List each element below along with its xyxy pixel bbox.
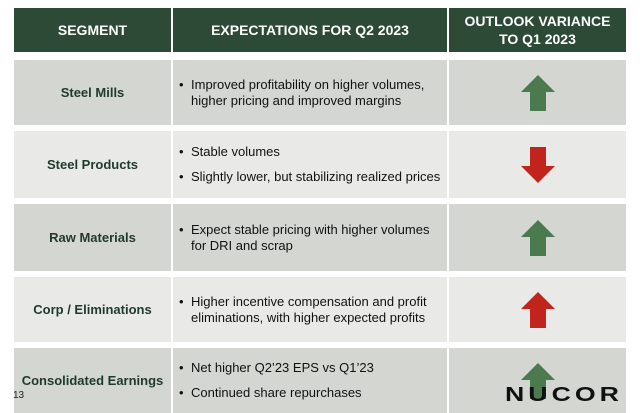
arrow-up-icon <box>520 291 555 328</box>
bullet-item: Stable volumes <box>177 144 446 160</box>
arrow-up-icon <box>520 219 555 256</box>
table-row: Consolidated EarningsNet higher Q2’23 EP… <box>14 342 626 413</box>
page-number: 13 <box>13 390 25 401</box>
segment-name: Consolidated Earnings <box>14 342 173 413</box>
table-row: Raw MaterialsExpect stable pricing with … <box>14 198 626 274</box>
segment-name: Steel Mills <box>14 52 173 128</box>
arrow-shape <box>520 291 555 328</box>
expectations-cell: Net higher Q2’23 EPS vs Q1’23 Continued s… <box>172 342 449 413</box>
table-row: Corp / EliminationsHigher incentive comp… <box>14 271 626 345</box>
bullet-item: Continued share repurchases <box>177 385 446 401</box>
expectations-cell: Stable volumes Slightly lower, but stabil… <box>172 125 449 201</box>
segment-name: Steel Products <box>14 125 173 201</box>
header-expectations: EXPECTATIONS FOR Q2 2023 <box>172 8 449 56</box>
expectations-cell: Higher incentive compensation and profit… <box>172 271 449 345</box>
nucor-logo: NUCOR <box>505 384 623 404</box>
segment-name: Corp / Eliminations <box>14 271 173 345</box>
arrow-shape <box>520 219 555 256</box>
expectations-cell: Expect stable pricing with higher volume… <box>172 198 449 274</box>
header-segment: SEGMENT <box>14 8 173 56</box>
bullet-item: Expect stable pricing with higher volume… <box>177 222 446 254</box>
arrow-shape <box>520 146 555 183</box>
header-row: SEGMENT EXPECTATIONS FOR Q2 2023 OUTLOOK… <box>14 8 626 56</box>
variance-cell <box>448 125 626 201</box>
arrow-up-icon <box>520 74 555 111</box>
arrow-shape <box>520 74 555 111</box>
arrow-up-icon <box>520 362 555 399</box>
arrow-shape <box>520 362 555 399</box>
variance-cell <box>448 52 626 128</box>
table-row: Steel MillsImproved profitability on hig… <box>14 52 626 128</box>
header-outlook: OUTLOOK VARIANCE TO Q1 2023 <box>448 8 626 56</box>
header-outlook-line1: OUTLOOK VARIANCE <box>464 13 611 29</box>
table-row: Steel ProductsStable volumes Slightly low… <box>14 125 626 201</box>
outlook-table: SEGMENT EXPECTATIONS FOR Q2 2023 OUTLOOK… <box>14 8 626 413</box>
variance-cell <box>448 198 626 274</box>
bullet-item: Net higher Q2’23 EPS vs Q1’23 <box>177 360 446 376</box>
variance-cell <box>448 342 626 413</box>
variance-cell <box>448 271 626 345</box>
segment-name: Raw Materials <box>14 198 173 274</box>
arrow-down-icon <box>520 146 555 183</box>
bullet-item: Improved profitability on higher volumes… <box>177 77 446 109</box>
expectations-cell: Improved profitability on higher volumes… <box>172 52 449 128</box>
bullet-item: Higher incentive compensation and profit… <box>177 294 446 326</box>
bullet-item: Slightly lower, but stabilizing realized… <box>177 169 446 185</box>
nucor-logo-text: NUCOR <box>505 384 623 404</box>
header-outlook-line2: TO Q1 2023 <box>499 31 576 47</box>
